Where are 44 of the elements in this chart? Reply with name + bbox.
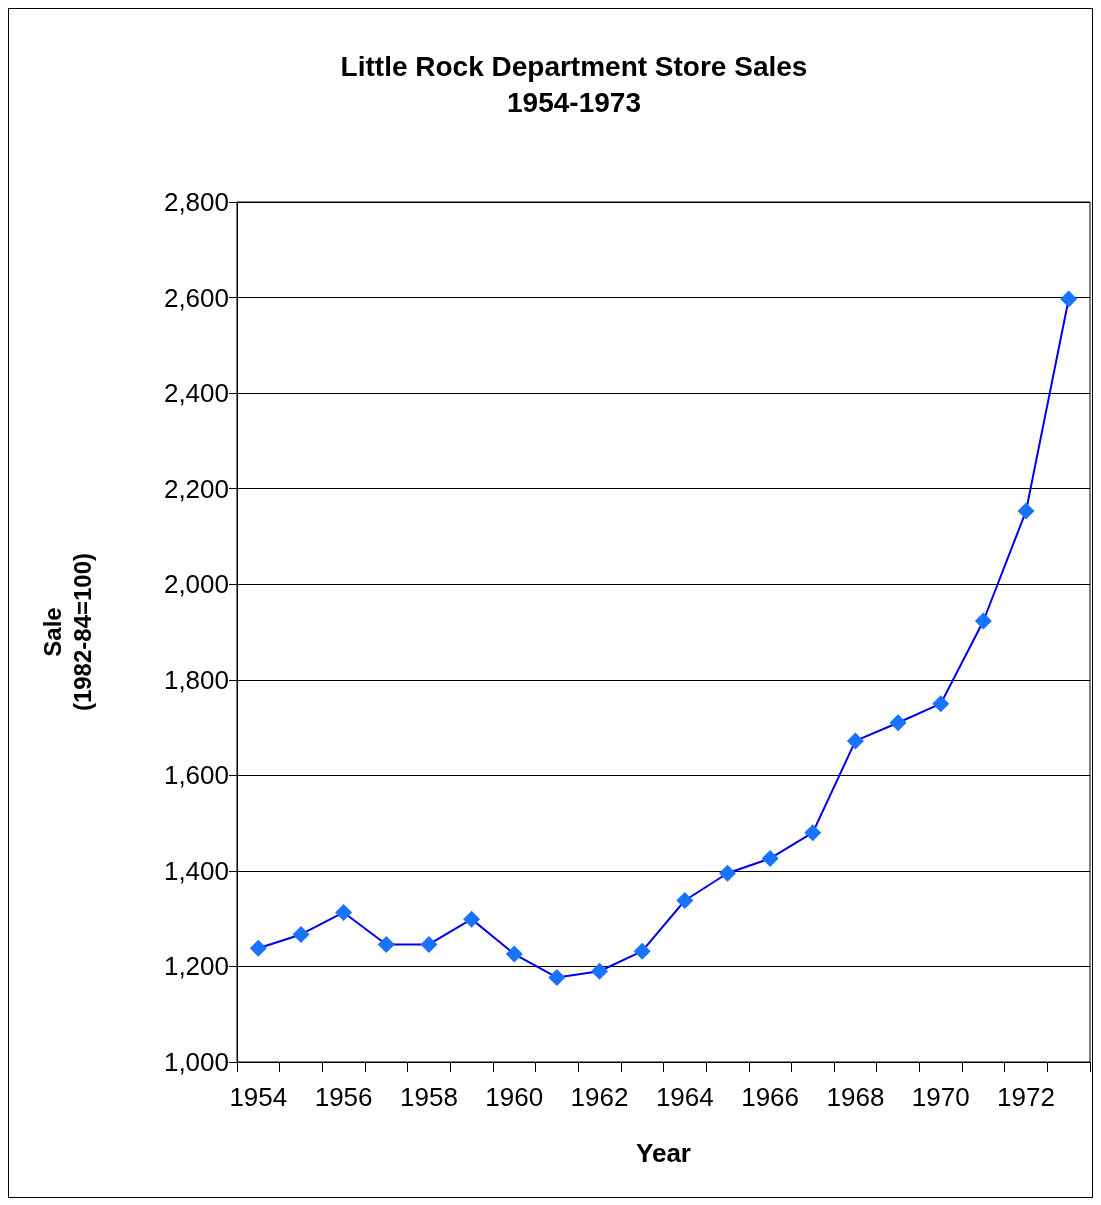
chart-title: Little Rock Department Store Sales xyxy=(340,50,808,82)
x-tick-label: 1954 xyxy=(229,1082,288,1112)
point xyxy=(335,903,353,921)
point xyxy=(292,925,310,943)
point xyxy=(463,910,481,928)
x-tick-label: 1960 xyxy=(485,1082,544,1112)
x-tick-label: 1956 xyxy=(314,1082,373,1112)
point xyxy=(761,849,779,867)
point xyxy=(974,612,992,630)
x-tick-label: 1972 xyxy=(997,1082,1055,1112)
x-tick-label: 1970 xyxy=(911,1082,970,1112)
y-tick-label: 1,600 xyxy=(163,760,229,791)
point xyxy=(548,968,566,986)
point xyxy=(889,714,907,732)
point xyxy=(505,945,523,963)
x-tick-label: 1966 xyxy=(741,1082,800,1112)
chart-subtitle: 1954-1973 xyxy=(507,86,641,118)
point xyxy=(932,695,950,713)
x-tick-label: 1962 xyxy=(570,1082,629,1112)
x-axis-title: Year xyxy=(636,1138,691,1168)
point xyxy=(591,962,609,980)
point xyxy=(718,864,736,882)
point xyxy=(377,935,395,953)
y-axis-title: Sale (1982-84=100) xyxy=(38,552,96,712)
point xyxy=(804,824,822,842)
y-tick-label: 2,400 xyxy=(163,378,229,409)
y-tick-label: 2,000 xyxy=(163,569,229,600)
y-tick-label: 2,200 xyxy=(163,473,229,504)
point xyxy=(633,942,651,960)
y-tick-label: 1,400 xyxy=(163,855,229,886)
y-tick-label: 1,200 xyxy=(163,951,229,982)
point xyxy=(1060,290,1078,308)
y-tick-label: 2,600 xyxy=(163,282,229,313)
y-tick-label: 1,800 xyxy=(163,664,229,695)
point xyxy=(1017,502,1035,520)
point xyxy=(676,892,694,910)
x-tick-label: 1968 xyxy=(826,1082,885,1112)
point xyxy=(249,939,267,957)
y-tick-label: 1,000 xyxy=(163,1047,229,1077)
x-tick-label: 1958 xyxy=(400,1082,458,1112)
point xyxy=(420,935,438,953)
point xyxy=(846,732,864,750)
x-tick-label: 1964 xyxy=(655,1082,714,1112)
y-tick-label: 2,800 xyxy=(163,187,229,217)
